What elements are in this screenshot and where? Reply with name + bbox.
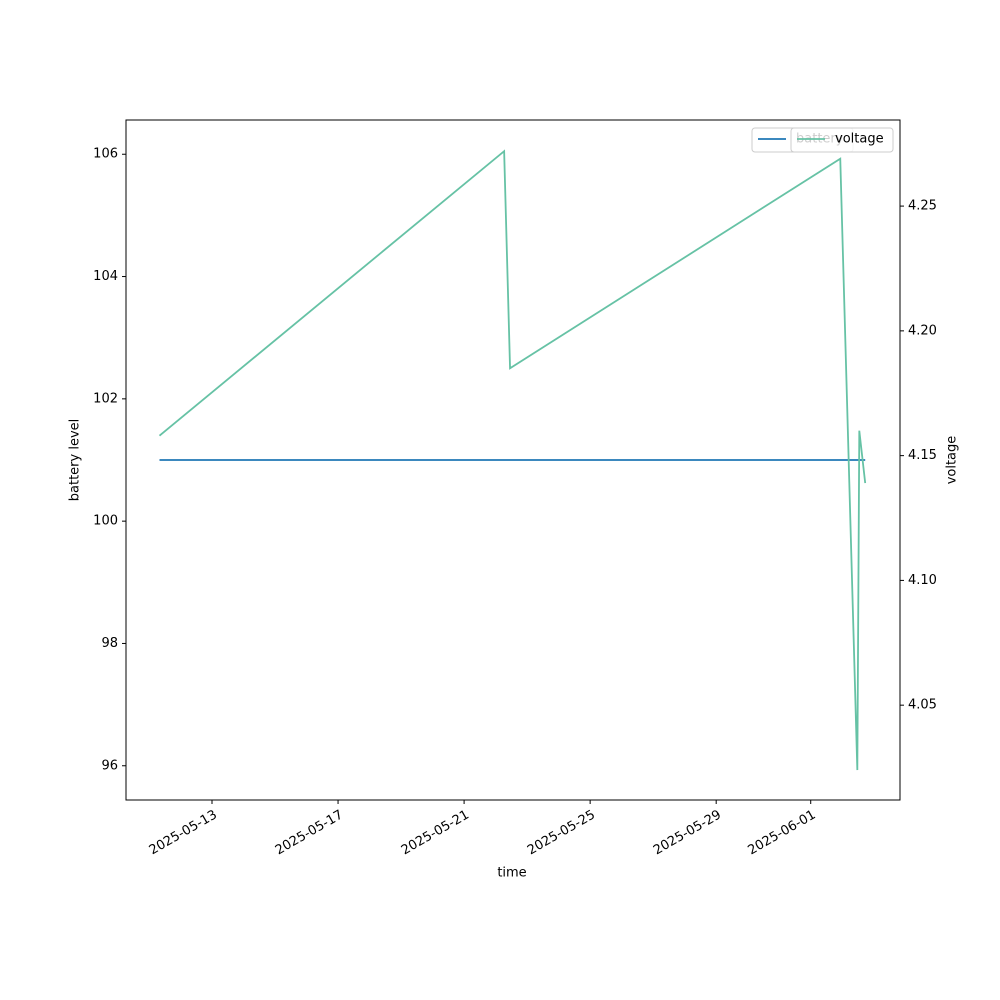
x-tick-label: 2025-05-13 (147, 808, 220, 859)
y2-axis-label: voltage (945, 436, 960, 485)
y-tick-label: 98 (101, 636, 118, 651)
x-tick-label: 2025-06-01 (746, 808, 819, 859)
legend-box (790, 127, 894, 153)
y-axis-label: battery level (68, 419, 83, 502)
plot-frame (125, 119, 901, 801)
legend-label: voltage (835, 132, 884, 147)
y2-tick-label: 4.25 (908, 199, 937, 214)
x-tick-label: 2025-05-25 (525, 808, 598, 859)
y-tick-label: 100 (93, 514, 118, 529)
y2-tick-label: 4.05 (908, 698, 937, 713)
line-series (158, 149, 867, 771)
y-tick-label: 102 (93, 391, 118, 406)
y-tick-label: 104 (93, 269, 118, 284)
y-tick-label: 96 (101, 758, 118, 773)
x-tick-label: 2025-05-17 (273, 808, 346, 859)
x-tick-label: 2025-05-29 (651, 808, 724, 859)
x-tick-label: 2025-05-21 (399, 808, 472, 859)
y2-tick-label: 4.20 (908, 323, 937, 338)
y2-tick-label: 4.15 (908, 448, 937, 463)
y2-tick-label: 4.10 (908, 573, 937, 588)
x-axis-label: time (497, 866, 526, 881)
y-tick-label: 106 (93, 147, 118, 162)
